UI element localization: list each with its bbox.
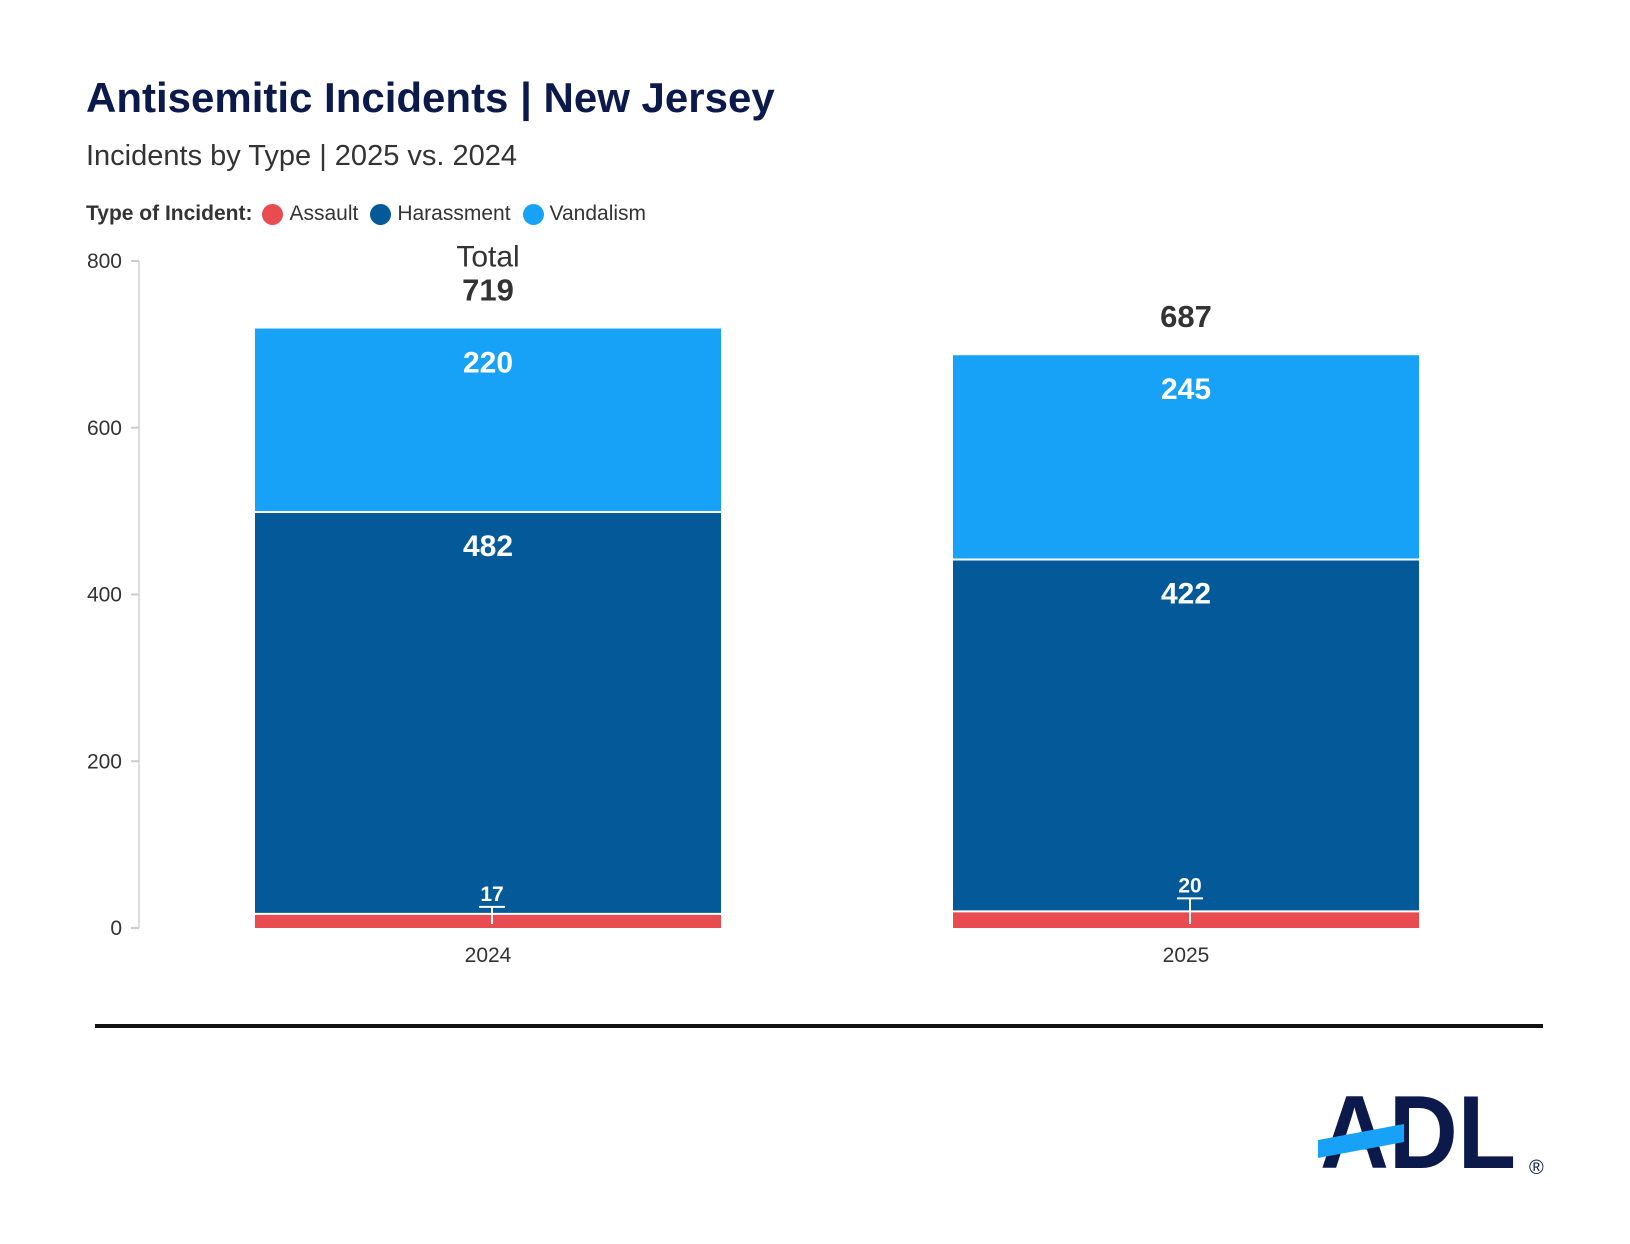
data-label-assault: 20 [1178,874,1201,897]
bar-segment-vandalism [953,355,1419,560]
adl-logo-text: ADL [1320,1086,1516,1178]
adl-logo-accent-stripe [1318,1124,1404,1158]
legend-label-assault: Assault [289,202,359,225]
y-tick-label: 600 [87,417,122,440]
x-category-label: 2024 [465,944,512,967]
bar-segment-vandalism [255,328,721,512]
x-category-label: 2025 [1163,944,1210,967]
total-label: 687 [1160,299,1212,334]
data-label-harassment: 482 [463,530,513,563]
data-label-vandalism: 245 [1161,373,1211,406]
bar-segment-harassment [953,559,1419,912]
data-label-harassment: 422 [1161,577,1211,610]
y-tick-label: 800 [87,250,122,273]
data-label-assault: 17 [480,883,503,906]
total-label: 719 [462,273,514,308]
chart-title: Antisemitic Incidents | New Jersey [86,74,775,121]
legend-title: Type of Incident: [86,202,253,225]
legend-item-harassment[interactable]: Harassment [370,202,511,226]
y-tick-label: 0 [110,917,122,940]
legend-label-harassment: Harassment [397,202,511,225]
adl-logo-registered-mark: ® [1529,1157,1544,1178]
legend-item-assault[interactable]: Assault [262,202,358,226]
legend-swatch-assault [262,203,284,225]
legend-item-vandalism[interactable]: Vandalism [522,202,647,226]
legend-swatch-vandalism [522,203,544,225]
adl-logo: ADL ® [1318,1086,1544,1178]
chart-subtitle: Incidents by Type | 2025 vs. 2024 [86,140,518,172]
legend: Type of Incident: Assault Harassment Van… [86,199,658,229]
legend-swatch-harassment [370,203,392,225]
legend-label-vandalism: Vandalism [549,202,647,225]
data-label-vandalism: 220 [463,347,513,380]
footer-divider [95,1024,1543,1028]
bar-segment-assault [255,913,721,928]
bar-segment-harassment [255,511,721,914]
y-tick-label: 400 [87,584,122,607]
bar-segment-assault [953,911,1419,928]
y-tick-label: 200 [87,750,122,773]
total-heading: Total [456,241,519,274]
